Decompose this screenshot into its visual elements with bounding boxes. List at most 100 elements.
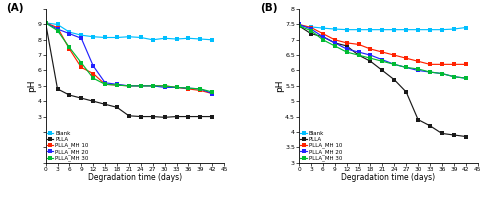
PLLA_MH 30 <box>138 85 144 87</box>
Line: PLLA_MH 30: PLLA_MH 30 <box>44 21 214 94</box>
PLLA <box>403 91 409 93</box>
PLLA_MH 20 <box>209 92 215 95</box>
PLLA_MH 20 <box>356 51 361 53</box>
PLLA_MH 20 <box>344 48 349 50</box>
PLLA_MH 30 <box>391 63 397 66</box>
Text: (B): (B) <box>260 3 277 13</box>
PLLA_MH 30 <box>320 39 326 41</box>
Blank <box>356 28 361 31</box>
PLLA_MH 10 <box>126 85 132 87</box>
PLLA <box>427 125 433 127</box>
Blank <box>138 36 144 39</box>
PLLA_MH 10 <box>368 48 373 50</box>
PLLA <box>380 69 385 72</box>
PLLA_MH 30 <box>102 83 108 85</box>
Blank <box>90 36 96 38</box>
PLLA_MH 30 <box>439 72 445 75</box>
Blank <box>162 37 168 39</box>
Blank <box>126 36 132 38</box>
PLLA_MH 10 <box>114 84 120 86</box>
Blank <box>415 28 421 31</box>
PLLA_MH 10 <box>162 85 168 87</box>
PLLA <box>78 97 84 99</box>
PLLA <box>439 132 445 135</box>
PLLA_MH 30 <box>78 62 84 64</box>
Text: (A): (A) <box>6 3 24 13</box>
PLLA_MH 20 <box>197 88 203 90</box>
PLLA <box>197 115 203 118</box>
PLLA <box>463 135 468 138</box>
PLLA_MH 30 <box>368 57 373 59</box>
Blank <box>380 28 385 31</box>
PLLA <box>356 54 361 56</box>
Blank <box>344 28 349 31</box>
PLLA_MH 10 <box>391 54 397 56</box>
PLLA <box>332 42 337 44</box>
PLLA_MH 30 <box>126 85 132 87</box>
PLLA <box>391 79 397 81</box>
Blank <box>102 36 108 39</box>
PLLA_MH 10 <box>102 83 108 85</box>
Legend: Blank, PLLA, PLLA_MH 10, PLLA_MH 20, PLLA_MH 30: Blank, PLLA, PLLA_MH 10, PLLA_MH 20, PLL… <box>46 130 89 162</box>
Y-axis label: pH: pH <box>275 80 284 92</box>
PLLA_MH 30 <box>43 22 48 24</box>
PLLA <box>308 33 314 35</box>
PLLA <box>67 94 72 96</box>
PLLA_MH 10 <box>90 72 96 75</box>
Blank <box>55 23 60 26</box>
PLLA_MH 10 <box>320 33 326 35</box>
PLLA_MH 20 <box>296 23 302 26</box>
PLLA_MH 10 <box>296 23 302 26</box>
PLLA_MH 20 <box>451 75 456 78</box>
Blank <box>150 39 156 41</box>
X-axis label: Degradation time (days): Degradation time (days) <box>88 173 182 182</box>
PLLA <box>43 22 48 24</box>
Line: PLLA_MH 30: PLLA_MH 30 <box>297 24 468 80</box>
PLLA <box>126 115 132 117</box>
PLLA_MH 30 <box>332 45 337 47</box>
PLLA <box>320 36 326 38</box>
PLLA_MH 20 <box>320 36 326 38</box>
Blank <box>368 28 373 31</box>
PLLA_MH 10 <box>463 63 468 66</box>
PLLA <box>150 115 156 118</box>
PLLA <box>55 88 60 90</box>
PLLA_MH 30 <box>90 77 96 79</box>
PLLA_MH 10 <box>78 66 84 69</box>
Blank <box>186 37 192 39</box>
Blank <box>197 38 203 40</box>
PLLA_MH 10 <box>43 22 48 24</box>
Legend: Blank, PLLA, PLLA_MH 10, PLLA_MH 20, PLLA_MH 30: Blank, PLLA, PLLA_MH 10, PLLA_MH 20, PLL… <box>300 130 342 162</box>
PLLA_MH 10 <box>427 63 433 66</box>
Blank <box>67 31 72 33</box>
PLLA_MH 30 <box>186 87 192 89</box>
PLLA <box>186 115 192 118</box>
PLLA_MH 20 <box>138 85 144 87</box>
PLLA_MH 30 <box>55 29 60 32</box>
PLLA_MH 10 <box>356 43 361 46</box>
PLLA_MH 30 <box>197 88 203 90</box>
PLLA_MH 20 <box>78 37 84 39</box>
PLLA_MH 20 <box>186 87 192 89</box>
Line: PLLA_MH 20: PLLA_MH 20 <box>297 22 468 80</box>
PLLA <box>368 60 373 62</box>
PLLA_MH 20 <box>90 65 96 67</box>
PLLA_MH 30 <box>403 66 409 69</box>
PLLA <box>162 116 168 119</box>
PLLA <box>174 115 180 118</box>
PLLA_MH 10 <box>332 39 337 41</box>
Blank <box>439 28 445 31</box>
PLLA_MH 10 <box>55 26 60 29</box>
PLLA_MH 30 <box>114 84 120 86</box>
Blank <box>43 22 48 24</box>
PLLA <box>114 106 120 108</box>
Blank <box>174 38 180 40</box>
PLLA_MH 10 <box>150 85 156 87</box>
PLLA_MH 30 <box>308 29 314 32</box>
PLLA_MH 30 <box>344 51 349 53</box>
PLLA <box>102 103 108 105</box>
PLLA_MH 10 <box>174 86 180 89</box>
PLLA_MH 10 <box>439 63 445 66</box>
PLLA_MH 10 <box>415 60 421 62</box>
Line: PLLA_MH 10: PLLA_MH 10 <box>44 21 214 96</box>
